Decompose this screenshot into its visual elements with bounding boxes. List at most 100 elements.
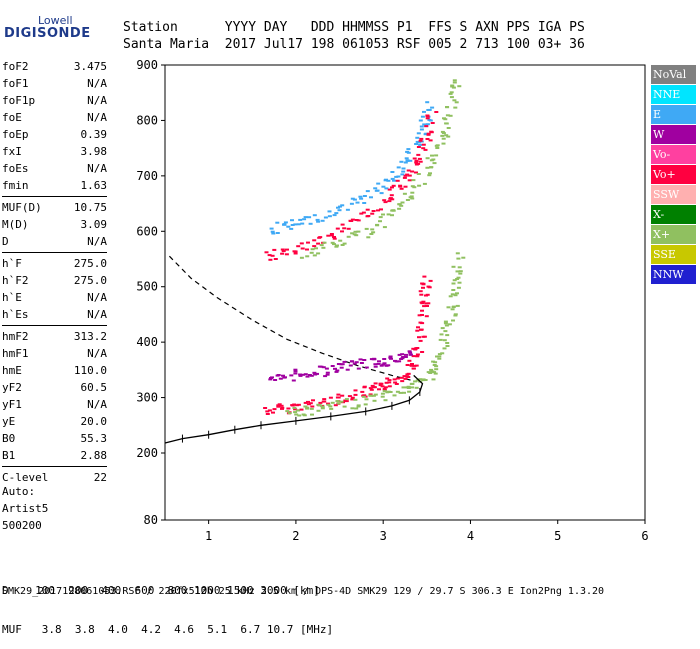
data-point <box>453 313 458 316</box>
data-point <box>452 81 457 84</box>
data-point <box>451 319 455 322</box>
param-row: foF1 N/A <box>2 75 107 92</box>
plot-frame <box>164 64 646 521</box>
data-point <box>419 125 424 128</box>
data-point <box>349 202 354 205</box>
data-point <box>411 179 416 182</box>
data-point <box>401 386 406 389</box>
data-point <box>444 324 449 327</box>
data-point <box>414 364 419 367</box>
data-point <box>444 122 449 125</box>
data-point <box>296 245 301 248</box>
data-point <box>305 248 309 251</box>
data-point <box>417 184 422 187</box>
data-point <box>450 293 455 296</box>
data-point <box>425 123 430 126</box>
data-point <box>457 85 462 88</box>
data-point <box>285 248 289 251</box>
param-row: hmF1 N/A <box>2 345 107 362</box>
param-value: N/A <box>87 162 107 175</box>
data-point <box>312 245 317 248</box>
data-point <box>404 353 408 356</box>
data-point <box>419 128 424 131</box>
data-point <box>440 352 445 355</box>
data-point <box>450 308 455 311</box>
data-point <box>383 179 388 182</box>
data-point <box>309 407 314 410</box>
data-point <box>437 355 442 358</box>
data-point <box>430 122 435 124</box>
data-point <box>401 356 406 358</box>
data-point <box>431 158 436 161</box>
data-point <box>370 212 375 215</box>
data-point <box>309 374 314 377</box>
data-point <box>318 404 322 407</box>
data-point <box>323 375 328 378</box>
data-point <box>389 194 394 197</box>
data-point <box>388 391 393 393</box>
data-point <box>359 212 364 215</box>
data-point <box>385 377 390 380</box>
data-point <box>416 162 421 165</box>
data-point <box>293 250 298 253</box>
data-point <box>317 365 322 368</box>
data-point <box>448 92 453 95</box>
data-point <box>382 389 387 391</box>
data-point <box>382 358 387 360</box>
data-point <box>276 374 281 376</box>
data-point <box>368 393 373 396</box>
data-point <box>298 374 303 377</box>
data-point <box>303 373 308 376</box>
muf-table: D 100 200 400 600 800 1000 1500 3000 [km… <box>2 558 333 649</box>
data-point <box>445 345 450 347</box>
data-point <box>416 146 421 148</box>
data-point <box>384 381 389 384</box>
data-point <box>347 395 352 398</box>
data-point <box>296 223 301 226</box>
data-point <box>371 210 376 212</box>
data-point <box>448 114 453 117</box>
parameter-table: foF2 3.475 foF1 N/A foF1p N/A foE N/A foEp 0.39 fx… <box>2 58 107 486</box>
data-point <box>359 362 364 364</box>
data-point <box>354 361 359 364</box>
data-point <box>328 396 333 399</box>
y-tick-label: 400 <box>136 335 158 349</box>
data-point <box>418 160 423 163</box>
data-point <box>418 139 423 142</box>
data-point <box>455 292 459 295</box>
data-point <box>454 101 459 104</box>
data-point <box>373 187 378 190</box>
data-point <box>412 364 417 367</box>
data-point <box>451 289 456 291</box>
param-key: MUF(D) <box>2 201 42 214</box>
data-point <box>380 385 385 388</box>
legend-item: Vo- <box>651 145 696 164</box>
data-point <box>421 143 426 146</box>
data-point <box>413 380 418 383</box>
data-point <box>414 143 419 145</box>
data-point <box>418 378 423 381</box>
data-point <box>373 365 378 368</box>
data-point <box>398 184 403 187</box>
param-key: B1 <box>2 449 16 462</box>
data-point <box>401 167 406 170</box>
data-point <box>306 400 310 403</box>
data-point <box>418 339 423 342</box>
data-point <box>269 227 274 230</box>
data-point <box>293 370 298 373</box>
data-point <box>410 363 414 365</box>
data-point <box>345 368 350 371</box>
param-key: B0 <box>2 432 16 445</box>
autoscaling-info: Auto: Artist5 500200 <box>2 483 48 534</box>
data-point <box>405 386 410 389</box>
data-point <box>426 133 431 136</box>
data-point <box>442 347 447 350</box>
auto-label: Auto: <box>2 485 36 498</box>
data-point <box>399 187 404 190</box>
data-point <box>350 232 355 235</box>
data-point <box>332 236 336 238</box>
data-point <box>432 364 437 366</box>
data-point <box>424 294 428 297</box>
data-point <box>376 362 381 365</box>
data-point <box>326 402 330 405</box>
